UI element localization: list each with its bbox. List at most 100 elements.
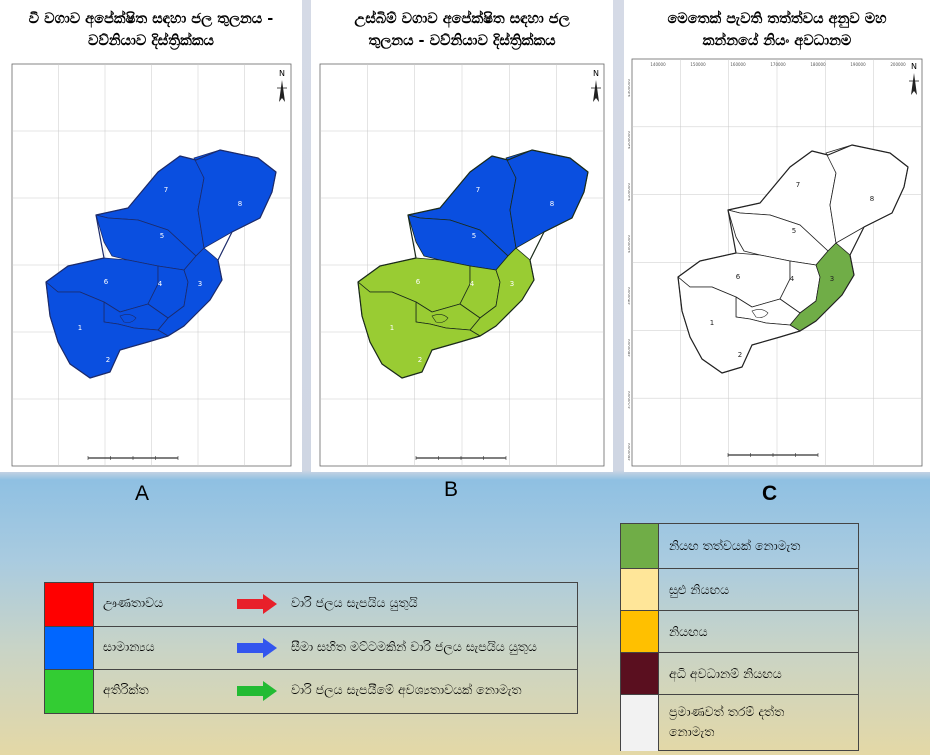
- deficit-label: ඌණතාවය: [103, 595, 164, 610]
- north-arrow-shape: [593, 80, 599, 102]
- district-label-4: 4: [470, 280, 475, 288]
- district-map-a: N 1 2 3 4 5 6 7 8: [11, 63, 292, 467]
- district-label-8: 8: [238, 200, 242, 208]
- legend-row-drought: නියඟය: [621, 610, 858, 653]
- legend-row-normal: සාමාන්‍යය සීමා සහිත මට්ටමකින් වාරි ජලය ස…: [45, 626, 577, 670]
- map-frame-b: N 1 2 3 4 5 6 7 8: [316, 60, 608, 470]
- district-label-1: 1: [710, 319, 714, 327]
- no-data-swatch: [621, 695, 659, 751]
- district-outline: [45, 149, 277, 379]
- panel-b-title: උස්බිම් වගාව අපේක්ෂිත සඳහා ජල තුලනය - වව…: [354, 11, 570, 49]
- map-frame-c: N 1 2 3 4 5 6 7 8 140000 150000 160000 170000 180000 1…: [628, 55, 926, 470]
- y-tick-label: 4000000: [628, 235, 631, 253]
- panel-a-title: වී වගාව අපේක්ෂිත සඳහා ජල තුලනය - වව්නියා…: [28, 11, 274, 49]
- district-label-6: 6: [416, 278, 421, 286]
- district-label-5: 5: [792, 227, 796, 235]
- arrow-right-icon: [237, 681, 277, 701]
- x-tick-label: 190000: [850, 62, 866, 67]
- legend-row-surplus: අතිරික්ත වාරි ජලය සැපයීමේ අවශ්‍යතාවයක් න…: [45, 669, 577, 713]
- y-tick-label: 3800000: [628, 339, 631, 357]
- minor-drought-swatch: [621, 569, 659, 611]
- district-detail: [119, 314, 137, 323]
- scale-bar: [727, 453, 819, 457]
- no-drought-swatch: [621, 524, 659, 568]
- x-tick-label: 140000: [650, 62, 666, 67]
- north-arrow-icon: N: [909, 62, 919, 95]
- high-risk-label: අධි අවධානම් නියඟය: [669, 666, 782, 681]
- district-outline: [677, 144, 909, 374]
- district-outline: [357, 149, 589, 379]
- north-arrow-icon: N: [591, 69, 601, 102]
- district-label-5: 5: [160, 232, 164, 240]
- district-label-1: 1: [390, 324, 394, 332]
- district-detail: [751, 309, 769, 318]
- panel-b-letter: B: [444, 478, 459, 501]
- normal-swatch: [45, 627, 94, 670]
- district-label-2: 2: [418, 356, 422, 364]
- north-arrow-shape: [911, 73, 917, 95]
- district-label-7: 7: [796, 181, 800, 189]
- district-label-7: 7: [476, 186, 480, 194]
- district-label-6: 6: [736, 273, 741, 281]
- x-tick-label: 160000: [730, 62, 746, 67]
- y-tick-label: 3700000: [628, 391, 631, 409]
- y-tick-label: 3900000: [628, 287, 631, 305]
- x-tick-label: 150000: [690, 62, 706, 67]
- district-label-4: 4: [790, 275, 795, 283]
- district-label-3: 3: [510, 280, 514, 288]
- x-tick-label: 200000: [890, 62, 906, 67]
- deficit-action: වාරි ජලය සැපයිය යුතුයි: [291, 595, 418, 610]
- no-drought-label: නියඟ තත්වයක් නොමැත: [669, 538, 801, 553]
- map-frame-a: N 1 2 3 4 5 6 7 8: [8, 60, 295, 470]
- district-map-c: N 1 2 3 4 5 6 7 8 140000 150000 160000 170000 180000 1…: [628, 58, 923, 467]
- district-detail: [431, 314, 449, 323]
- scale-bar: [415, 456, 507, 460]
- panel-c-title: මෙතෙක් පැවති තත්ත්වය අනුව මහ කන්නයේ නියං…: [667, 11, 887, 49]
- legend-row-deficit: ඌණතාවය වාරි ජලය සැපයිය යුතුයි: [45, 583, 577, 626]
- legend-row-no-drought: නියඟ තත්වයක් නොමැත: [621, 524, 858, 568]
- north-label: N: [911, 62, 917, 71]
- drought-label: නියඟය: [669, 624, 708, 639]
- legend-row-minor-drought: සුළු නියඟය: [621, 568, 858, 611]
- district-label-2: 2: [738, 351, 742, 359]
- drought-risk-legend: නියඟ තත්වයක් නොමැත සුළු නියඟය නියඟය අධි …: [620, 523, 859, 751]
- map-panel-c: මෙතෙක් පැවති තත්ත්වය අනුව මහ කන්නයේ නියං…: [624, 0, 930, 472]
- district-label-3: 3: [830, 275, 834, 283]
- scale-bar: [87, 456, 179, 460]
- district-label-6: 6: [104, 278, 109, 286]
- legend-row-no-data: ප්‍රමාණවත් තරම් දත්ත නොමැත: [621, 694, 858, 751]
- normal-label: සාමාන්‍යය: [103, 639, 155, 654]
- no-data-label: ප්‍රමාණවත් තරම් දත්ත නොමැත: [669, 704, 785, 739]
- district-label-4: 4: [158, 280, 163, 288]
- y-tick-label: 4100000: [628, 183, 631, 201]
- district-label-3: 3: [198, 280, 202, 288]
- north-label: N: [279, 69, 285, 78]
- minor-drought-label: සුළු නියඟය: [669, 582, 730, 597]
- high-risk-swatch: [621, 653, 659, 695]
- surplus-label: අතිරික්ත: [103, 682, 149, 697]
- districts: 1 2 3 4 5 6 7 8: [677, 144, 909, 374]
- surplus-action: වාරි ජලය සැපයීමේ අවශ්‍යතාවයක් නොමැත: [291, 682, 522, 697]
- drought-swatch: [621, 611, 659, 653]
- panel-a-letter: A: [135, 482, 150, 505]
- map-panel-a: වී වගාව අපේක්ෂිත සඳහා ජල තුලනය - වව්නියා…: [0, 0, 302, 472]
- deficit-swatch: [45, 583, 94, 626]
- surplus-swatch: [45, 670, 94, 713]
- district-label-8: 8: [550, 200, 554, 208]
- district-label-2: 2: [106, 356, 110, 364]
- district-label-7: 7: [164, 186, 168, 194]
- y-tick-label: 3600000: [628, 443, 631, 461]
- districts: 1 2 3 4 5 6 7 8: [357, 149, 589, 379]
- legend-row-high-risk: අධි අවධානම් නියඟය: [621, 652, 858, 695]
- north-arrow-shape: [279, 80, 285, 102]
- district-label-8: 8: [870, 195, 874, 203]
- north-label: N: [593, 69, 599, 78]
- y-tick-label: 4200000: [628, 131, 631, 149]
- district-label-5: 5: [472, 232, 476, 240]
- districts: 1 2 3 4 5 6 7 8: [45, 149, 277, 379]
- arrow-right-icon: [237, 638, 277, 658]
- normal-action: සීමා සහිත මට්ටමකින් වාරි ජලය සැපයිය යුතු…: [291, 639, 537, 654]
- district-label-1: 1: [78, 324, 82, 332]
- x-tick-label: 170000: [770, 62, 786, 67]
- water-balance-legend: ඌණතාවය වාරි ජලය සැපයිය යුතුයි සාමාන්‍යය …: [44, 582, 578, 714]
